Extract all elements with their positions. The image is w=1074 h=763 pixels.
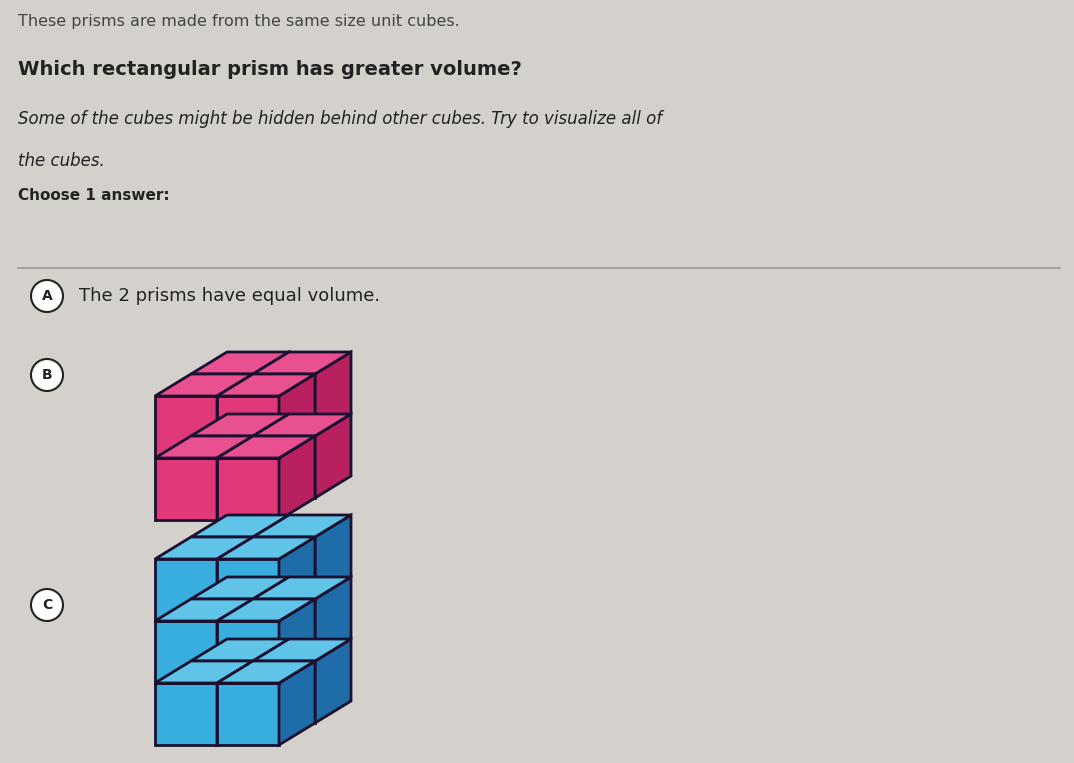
- Polygon shape: [191, 436, 253, 498]
- Polygon shape: [253, 352, 289, 436]
- Polygon shape: [155, 374, 253, 396]
- Polygon shape: [217, 436, 253, 520]
- Text: Which rectangular prism has greater volume?: Which rectangular prism has greater volu…: [18, 60, 522, 79]
- Polygon shape: [155, 599, 253, 621]
- Polygon shape: [217, 683, 279, 745]
- Polygon shape: [315, 639, 351, 723]
- Polygon shape: [217, 537, 253, 621]
- Polygon shape: [279, 599, 315, 683]
- Text: C: C: [42, 598, 53, 612]
- Polygon shape: [253, 352, 351, 374]
- Polygon shape: [315, 352, 351, 436]
- Polygon shape: [253, 537, 315, 599]
- Polygon shape: [191, 577, 289, 599]
- Polygon shape: [217, 559, 279, 621]
- Polygon shape: [217, 599, 253, 683]
- Polygon shape: [217, 436, 315, 458]
- Text: A: A: [42, 289, 53, 303]
- Polygon shape: [155, 458, 217, 520]
- Polygon shape: [191, 352, 289, 374]
- Polygon shape: [253, 436, 315, 498]
- Polygon shape: [217, 599, 315, 621]
- Polygon shape: [217, 537, 315, 559]
- Polygon shape: [253, 414, 351, 436]
- Polygon shape: [155, 396, 217, 458]
- Polygon shape: [191, 537, 253, 599]
- Polygon shape: [217, 374, 315, 396]
- Polygon shape: [191, 661, 253, 723]
- Polygon shape: [253, 639, 351, 661]
- Polygon shape: [155, 661, 253, 683]
- Polygon shape: [253, 374, 315, 436]
- Polygon shape: [217, 661, 253, 745]
- Polygon shape: [279, 661, 315, 745]
- Polygon shape: [315, 577, 351, 661]
- Text: B: B: [42, 368, 53, 382]
- Polygon shape: [155, 621, 217, 683]
- Polygon shape: [315, 515, 351, 599]
- Polygon shape: [155, 537, 253, 559]
- Polygon shape: [253, 639, 289, 723]
- Circle shape: [31, 280, 63, 312]
- Polygon shape: [253, 515, 351, 537]
- Polygon shape: [253, 515, 289, 599]
- Polygon shape: [315, 414, 351, 498]
- Text: These prisms are made from the same size unit cubes.: These prisms are made from the same size…: [18, 14, 460, 29]
- Polygon shape: [191, 639, 289, 661]
- Text: The 2 prisms have equal volume.: The 2 prisms have equal volume.: [79, 287, 380, 305]
- Polygon shape: [191, 414, 289, 436]
- Polygon shape: [155, 683, 217, 745]
- Polygon shape: [217, 621, 279, 683]
- Polygon shape: [155, 436, 253, 458]
- Text: Choose 1 answer:: Choose 1 answer:: [18, 188, 170, 203]
- Polygon shape: [253, 577, 289, 661]
- Circle shape: [31, 589, 63, 621]
- Polygon shape: [217, 661, 315, 683]
- Polygon shape: [253, 661, 315, 723]
- Polygon shape: [191, 515, 289, 537]
- Polygon shape: [279, 537, 315, 621]
- Polygon shape: [253, 414, 289, 498]
- Polygon shape: [191, 599, 253, 661]
- Polygon shape: [253, 599, 315, 661]
- Polygon shape: [155, 559, 217, 621]
- Polygon shape: [217, 396, 279, 458]
- Polygon shape: [217, 374, 253, 458]
- Text: Some of the cubes might be hidden behind other cubes. Try to visualize all of: Some of the cubes might be hidden behind…: [18, 110, 663, 128]
- Polygon shape: [279, 436, 315, 520]
- Polygon shape: [253, 577, 351, 599]
- Polygon shape: [217, 458, 279, 520]
- Text: the cubes.: the cubes.: [18, 152, 105, 170]
- Circle shape: [31, 359, 63, 391]
- Polygon shape: [191, 374, 253, 436]
- Polygon shape: [279, 374, 315, 458]
